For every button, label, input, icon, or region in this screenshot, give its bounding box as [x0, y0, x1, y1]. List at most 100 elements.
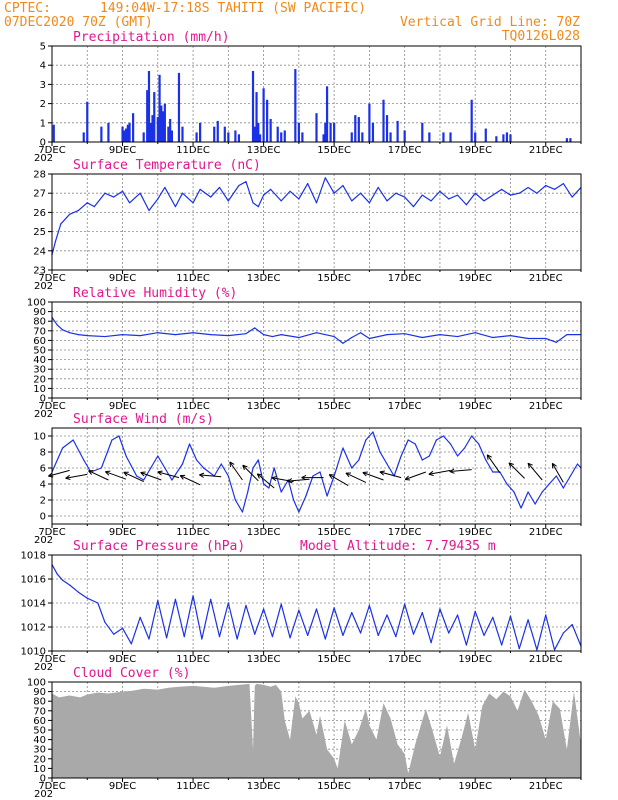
x-tick-label: 11DEC: [176, 273, 210, 284]
precip-bar: [329, 122, 332, 142]
precip-bar: [161, 111, 165, 142]
temperature-panel: 23 24 25 26 27 28 7DEC 9DEC 11DEC 13DEC 15DEC 17DEC…: [33, 158, 582, 292]
wind-point: [342, 447, 344, 449]
y-tick-label: 5: [40, 42, 46, 53]
y-tick-label: 25: [33, 227, 46, 238]
wind-arrow: [345, 472, 367, 483]
wind-point: [358, 459, 360, 461]
wind-point: [351, 467, 353, 469]
humidity-point: [439, 334, 441, 336]
precip-bar: [163, 103, 166, 142]
temperature-point: [448, 198, 450, 200]
wind-point: [520, 507, 522, 509]
x-tick-label: 17DEC: [388, 401, 422, 412]
y-tick-label: 0: [40, 774, 46, 785]
wind-point: [365, 439, 367, 441]
x-year-label: 202: [34, 662, 53, 673]
wind-point: [407, 439, 409, 441]
temperature-point: [456, 194, 459, 196]
x-tick-label: 13DEC: [247, 145, 281, 156]
y-tick-label: 20: [33, 754, 46, 765]
wind-point: [442, 435, 445, 437]
pressure-point: [386, 614, 388, 616]
wind-arrow: [199, 472, 222, 478]
humidity-point: [139, 335, 141, 337]
temperature-point: [395, 192, 397, 194]
pressure-point: [465, 644, 467, 646]
precip-bar: [156, 117, 159, 142]
x-tick-label: 21DEC: [529, 527, 563, 538]
x-tick-label: 9DEC: [109, 401, 136, 412]
humidity-point: [555, 341, 557, 343]
x-tick-label: 13DEC: [247, 401, 281, 412]
wind-point: [435, 439, 438, 441]
y-tick-label: 4: [40, 480, 46, 491]
precip-bar: [167, 126, 170, 142]
x-year-label: 202: [34, 789, 53, 800]
precip-bar: [565, 138, 568, 142]
humidity-point: [210, 334, 212, 336]
precip-bar: [442, 132, 445, 142]
x-tick-label: 13DEC: [247, 781, 281, 792]
precip-bar: [128, 122, 131, 142]
temperature-point: [280, 200, 282, 202]
precip-bar: [382, 99, 385, 142]
cloud-title: Cloud Cover (%): [73, 666, 190, 681]
x-tick-label: 7DEC: [38, 654, 65, 665]
y-tick-label: 0: [40, 394, 46, 405]
x-tick-label: 19DEC: [458, 527, 492, 538]
x-tick-label: 21DEC: [529, 145, 563, 156]
humidity-point: [121, 334, 124, 336]
precip-bar: [149, 122, 152, 142]
precip-bar: [371, 122, 375, 142]
wind-arrow: [123, 471, 144, 483]
temperature-series: [51, 177, 582, 256]
precip-bar: [177, 72, 181, 142]
precipitation-title: Precipitation (mm/h): [73, 30, 230, 45]
temperature-point: [333, 192, 335, 194]
precip-bar: [107, 122, 110, 142]
x-tick-label: 17DEC: [388, 781, 422, 792]
header-source: CPTEC:: [4, 1, 51, 16]
wind-point: [100, 467, 102, 469]
wind-point: [280, 491, 282, 493]
humidity-x-axis: 7DEC 9DEC 11DEC 13DEC 15DEC 17DEC 19DEC 21DEC 20…: [34, 398, 582, 420]
precip-bar: [315, 113, 318, 142]
temperature-point: [181, 192, 184, 194]
pressure-point: [404, 603, 406, 605]
humidity-point: [351, 336, 353, 339]
pressure-line: [51, 564, 582, 651]
precip-bar: [403, 130, 406, 142]
humidity-point: [386, 334, 388, 336]
pressure-point: [377, 634, 379, 637]
precip-bar: [389, 132, 392, 142]
y-tick-label: 100: [27, 678, 46, 689]
y-tick-label: 70: [33, 326, 46, 337]
pressure-series: [51, 564, 582, 651]
pressure-point: [271, 636, 274, 638]
x-year-label: 202: [34, 153, 53, 164]
temperature-point: [60, 223, 62, 225]
temperature-point: [69, 213, 71, 215]
pressure-point: [157, 600, 159, 602]
wind-point: [136, 475, 138, 477]
precip-bar: [123, 130, 126, 142]
humidity-point: [86, 335, 88, 337]
precip-bar: [146, 90, 149, 142]
x-tick-label: 11DEC: [176, 654, 210, 665]
pressure-point: [342, 634, 344, 637]
y-tick-label: 23: [33, 266, 46, 277]
wind-point: [379, 451, 381, 453]
x-year-label: 202: [34, 535, 53, 546]
temperature-point: [351, 200, 353, 202]
x-tick-label: 13DEC: [247, 527, 281, 538]
precip-bar: [257, 122, 260, 142]
temperature-grid: [52, 174, 581, 270]
humidity-point: [271, 335, 274, 338]
y-tick-label: 30: [33, 365, 46, 376]
wind-point: [241, 511, 244, 513]
cloud-x-axis: 7DEC 9DEC 11DEC 13DEC 15DEC 17DEC 19DEC 21DEC 20…: [34, 778, 582, 800]
temperature-point: [227, 200, 229, 202]
wind-arrow: [508, 462, 525, 479]
humidity-point: [245, 333, 247, 335]
